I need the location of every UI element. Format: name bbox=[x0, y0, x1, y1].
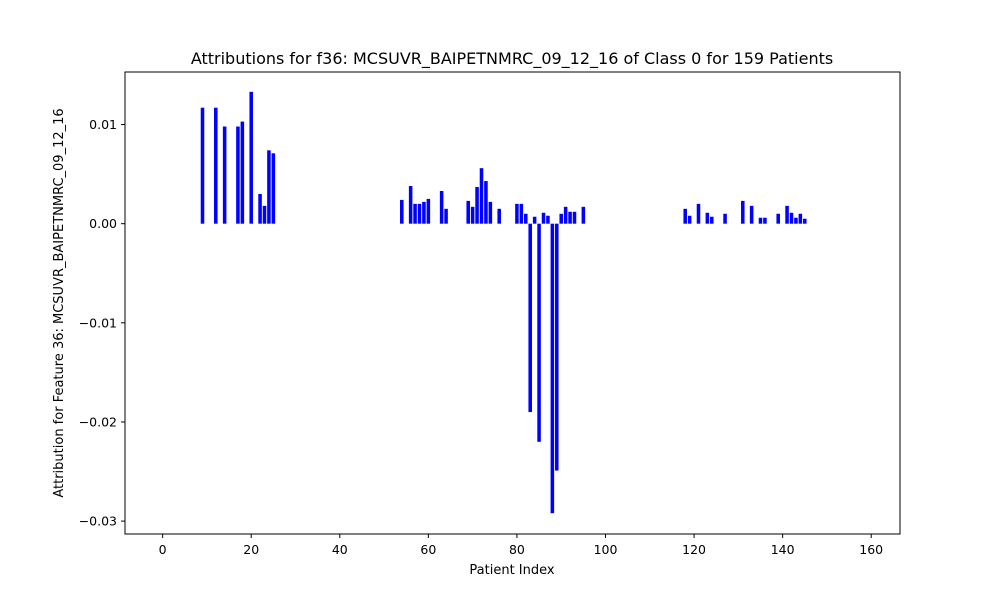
bar-patient-121 bbox=[696, 203, 701, 224]
bar-patient-81 bbox=[519, 203, 524, 224]
bar-patient-69 bbox=[466, 200, 470, 224]
bar-patient-92 bbox=[568, 211, 572, 224]
bar-patient-59 bbox=[422, 201, 426, 224]
bar-patient-83 bbox=[528, 223, 532, 413]
x-tick-label: 120 bbox=[682, 542, 706, 557]
bar-patient-12 bbox=[214, 107, 218, 224]
bar-patient-136 bbox=[763, 217, 767, 224]
x-tick-label: 0 bbox=[159, 542, 167, 557]
bar-patient-76 bbox=[497, 208, 501, 224]
bar-patient-23 bbox=[262, 205, 267, 224]
bar-patient-86 bbox=[541, 212, 546, 224]
bar-patient-87 bbox=[546, 215, 550, 224]
bar-patient-135 bbox=[758, 217, 763, 224]
bar-patient-71 bbox=[475, 187, 479, 224]
x-tick-label: 40 bbox=[332, 542, 348, 557]
bar-patient-93 bbox=[572, 211, 577, 224]
bar-patient-91 bbox=[563, 206, 568, 224]
bar-patient-89 bbox=[555, 223, 559, 471]
bar-patient-64 bbox=[444, 208, 448, 224]
bar-patient-141 bbox=[785, 205, 789, 224]
bar-patient-127 bbox=[723, 213, 727, 224]
bar-patient-80 bbox=[515, 203, 519, 224]
bar-patient-90 bbox=[559, 213, 563, 224]
bar-patient-25 bbox=[271, 153, 276, 224]
bar-patient-144 bbox=[798, 213, 803, 224]
bar-patient-17 bbox=[236, 126, 240, 224]
bar-patient-119 bbox=[687, 215, 692, 224]
y-tick-label: 0.00 bbox=[89, 216, 117, 231]
bar-patient-22 bbox=[258, 193, 262, 224]
bar-patient-145 bbox=[803, 218, 807, 224]
y-tick-label: 0.01 bbox=[89, 117, 117, 132]
bar-patient-60 bbox=[426, 198, 431, 224]
bar-patient-18 bbox=[240, 121, 245, 224]
plot-frame bbox=[124, 71, 901, 535]
bar-patient-57 bbox=[413, 203, 417, 224]
bar-patient-72 bbox=[479, 168, 484, 224]
bar-patient-139 bbox=[776, 213, 780, 224]
y-axis-ticks: 0.01 0.00 −0.01 −0.02 −0.03 bbox=[79, 117, 125, 529]
y-tick-label: −0.03 bbox=[79, 514, 117, 529]
x-tick-label: 140 bbox=[771, 542, 795, 557]
bar-patient-24 bbox=[267, 150, 271, 224]
bar-patient-85 bbox=[537, 223, 541, 442]
y-tick-label: −0.02 bbox=[79, 414, 117, 429]
x-tick-label: 60 bbox=[420, 542, 436, 557]
bar-patient-14 bbox=[222, 126, 227, 224]
bar-patient-84 bbox=[532, 216, 537, 224]
bar-patient-95 bbox=[581, 206, 586, 224]
bars-layer bbox=[200, 91, 807, 514]
y-axis-label: Attribution for Feature 36: MCSUVR_BAIPE… bbox=[52, 108, 67, 497]
chart-title: Attributions for f36: MCSUVR_BAIPETNMRC_… bbox=[191, 49, 833, 69]
x-tick-label: 100 bbox=[594, 542, 618, 557]
bar-patient-131 bbox=[741, 200, 745, 224]
bar-patient-20 bbox=[249, 91, 253, 224]
bar-patient-73 bbox=[484, 181, 488, 224]
bar-patient-58 bbox=[417, 203, 422, 224]
bar-patient-88 bbox=[550, 223, 555, 514]
x-axis-label: Patient Index bbox=[469, 563, 554, 578]
y-tick-label: −0.01 bbox=[79, 315, 117, 330]
bar-patient-9 bbox=[200, 107, 205, 224]
bar-patient-123 bbox=[705, 212, 710, 224]
x-tick-label: 160 bbox=[859, 542, 883, 557]
bar-patient-133 bbox=[749, 205, 754, 224]
x-axis-ticks: 0 20 40 60 80 100 120 140 160 bbox=[159, 534, 883, 557]
bar-patient-54 bbox=[400, 199, 404, 224]
bar-patient-142 bbox=[789, 212, 794, 224]
bar-patient-143 bbox=[794, 217, 798, 224]
bar-patient-124 bbox=[710, 216, 714, 224]
bar-patient-82 bbox=[524, 213, 528, 224]
x-tick-label: 20 bbox=[243, 542, 259, 557]
x-tick-label: 80 bbox=[509, 542, 525, 557]
bar-patient-118 bbox=[683, 208, 687, 224]
bar-patient-70 bbox=[470, 206, 475, 224]
bar-patient-74 bbox=[488, 201, 493, 224]
bar-patient-63 bbox=[439, 190, 444, 224]
bar-patient-56 bbox=[408, 186, 413, 224]
